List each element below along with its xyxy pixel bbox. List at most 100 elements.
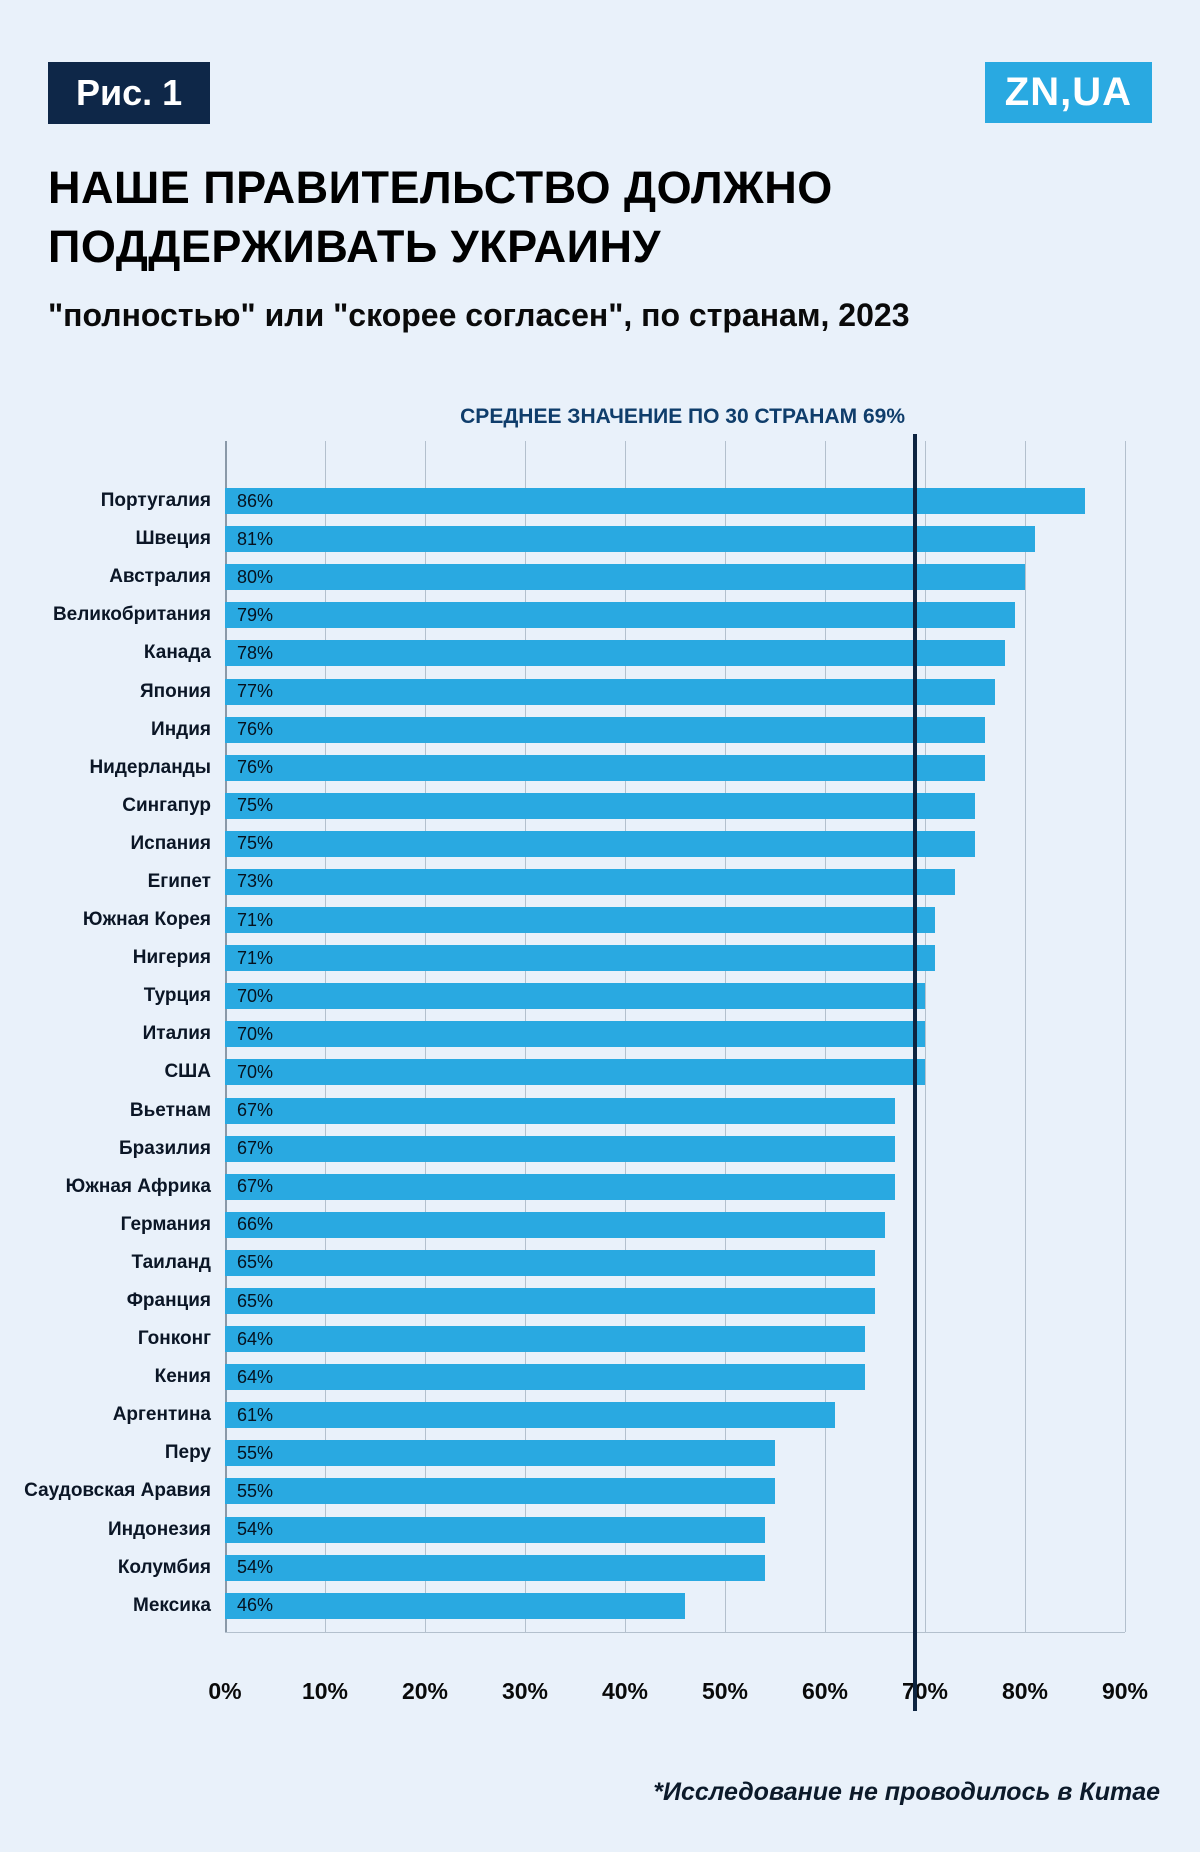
bar: 46% — [225, 1592, 685, 1619]
x-tick-label: 50% — [701, 1678, 749, 1704]
bar: 78% — [225, 640, 1005, 667]
bar-value-label: 54% — [237, 1519, 274, 1540]
country-label: Бразилия — [118, 1137, 211, 1159]
bar-value-label: 76% — [237, 757, 274, 778]
bar: 76% — [225, 716, 985, 743]
country-label: Испания — [130, 832, 211, 854]
bar-value-label: 67% — [237, 1100, 274, 1121]
x-tick-label: 90% — [1101, 1678, 1149, 1704]
bar-value-label: 46% — [237, 1595, 274, 1616]
bar: 64% — [225, 1326, 865, 1353]
country-label: Саудовская Аравия — [24, 1480, 211, 1502]
bar: 55% — [225, 1440, 775, 1467]
bar: 67% — [225, 1135, 895, 1162]
bar-row: Южная Африка 67% — [66, 1168, 1125, 1206]
bar-value-label: 67% — [237, 1176, 274, 1197]
country-label: Южная Корея — [82, 909, 211, 931]
x-tick-label: 0% — [208, 1678, 242, 1704]
bar: 70% — [225, 1021, 925, 1048]
bar: 77% — [225, 678, 995, 705]
bar-value-label: 76% — [237, 719, 274, 740]
average-annotation: СРЕДНЕЕ ЗНАЧЕНИЕ ПО 30 СТРАНАМ 69% — [460, 405, 905, 428]
bar: 70% — [225, 1059, 925, 1086]
bar: 54% — [225, 1516, 765, 1543]
bar: 71% — [225, 907, 935, 934]
x-tick-label: 10% — [301, 1678, 349, 1704]
bar-row: США 70% — [164, 1053, 1125, 1091]
figure-badge: Рис. 1 — [48, 62, 211, 124]
bar-value-label: 54% — [237, 1557, 274, 1578]
bar-row: Бразилия 67% — [119, 1130, 1125, 1168]
bar-row: Колумбия 54% — [118, 1549, 1125, 1587]
bar-row: Сингапур 75% — [122, 787, 1125, 825]
gridline — [925, 441, 926, 1632]
x-tick-label: 20% — [401, 1678, 449, 1704]
bar: 64% — [225, 1364, 865, 1391]
bar: 66% — [225, 1211, 885, 1238]
bar-value-label: 78% — [237, 642, 274, 663]
gridline — [1125, 441, 1126, 1632]
x-tick-label: 40% — [601, 1678, 649, 1704]
country-label: Канада — [143, 642, 211, 664]
country-label: Индия — [151, 718, 211, 740]
chart-subtitle: "полностью" или "скорее согласен", по ст… — [48, 296, 910, 333]
x-tick-label: 70% — [901, 1678, 949, 1704]
country-label: Австралия — [109, 566, 211, 588]
bar-value-label: 70% — [237, 1061, 274, 1082]
country-label: Гонконг — [137, 1328, 211, 1350]
bar-value-label: 79% — [237, 604, 274, 625]
country-label: Кения — [154, 1366, 211, 1388]
country-label: Индонезия — [107, 1518, 211, 1540]
country-label: США — [164, 1061, 211, 1083]
bar-value-label: 55% — [237, 1480, 274, 1501]
country-label: Колумбия — [117, 1556, 211, 1578]
bar-value-label: 71% — [237, 947, 274, 968]
bar-value-label: 61% — [237, 1404, 274, 1425]
bar-value-label: 70% — [237, 1023, 274, 1044]
country-label: Германия — [120, 1213, 211, 1235]
bar-row: Швеция 81% — [135, 520, 1125, 558]
bar-row: Аргентина 61% — [113, 1396, 1125, 1434]
bar: 73% — [225, 868, 955, 895]
header: Рис. 1 ZN,UA — [0, 0, 1200, 124]
bar-row: Индия 76% — [151, 711, 1125, 749]
bar-value-label: 67% — [237, 1138, 274, 1159]
bar-value-label: 64% — [237, 1366, 274, 1387]
bar-value-label: 73% — [237, 871, 274, 892]
gridline — [1025, 441, 1026, 1632]
country-label: Вьетнам — [129, 1099, 211, 1121]
chart-area: СРЕДНЕЕ ЗНАЧЕНИЕ ПО 30 СТРАНАМ 69% Порту… — [24, 405, 1148, 1711]
bar-value-label: 75% — [237, 833, 274, 854]
bar-row: Индонезия 54% — [108, 1511, 1125, 1549]
country-label: Италия — [142, 1023, 211, 1045]
x-axis: 0% 10% 20% 30% 40% 50% 60% 70% 80% 90% — [208, 1678, 1148, 1710]
bar-row: Египет 73% — [148, 863, 1125, 901]
country-label: Мексика — [133, 1594, 211, 1616]
x-tick-label: 60% — [801, 1678, 849, 1704]
country-label: Япония — [140, 680, 211, 702]
bar: 65% — [225, 1288, 875, 1315]
bar-row: Вьетнам 67% — [130, 1092, 1125, 1130]
country-label: Таиланд — [131, 1251, 211, 1273]
country-label: Нидерланды — [89, 756, 211, 778]
bar: 54% — [225, 1554, 765, 1581]
bar: 76% — [225, 754, 985, 781]
country-label: Сингапур — [122, 794, 211, 816]
bar: 61% — [225, 1402, 835, 1429]
bar-row: Франция 65% — [127, 1282, 1125, 1320]
bar-row: Мексика 46% — [133, 1587, 1125, 1625]
country-label: Аргентина — [112, 1404, 211, 1426]
bar-row: Португалия 86% — [101, 482, 1125, 520]
bar: 67% — [225, 1097, 895, 1124]
bar-value-label: 65% — [237, 1252, 274, 1273]
bar-row: Кения 64% — [155, 1358, 1125, 1396]
bar: 81% — [225, 526, 1035, 553]
bar: 80% — [225, 564, 1025, 591]
average-line — [913, 434, 917, 1711]
x-tick-label: 80% — [1001, 1678, 1049, 1704]
znua-logo: ZN,UA — [984, 62, 1152, 123]
bar-row: Саудовская Аравия 55% — [24, 1472, 1125, 1510]
bar-row: Канада 78% — [144, 634, 1125, 672]
footnote: *Исследование не проводилось в Китае — [653, 1778, 1160, 1806]
country-label: Перу — [164, 1442, 211, 1464]
